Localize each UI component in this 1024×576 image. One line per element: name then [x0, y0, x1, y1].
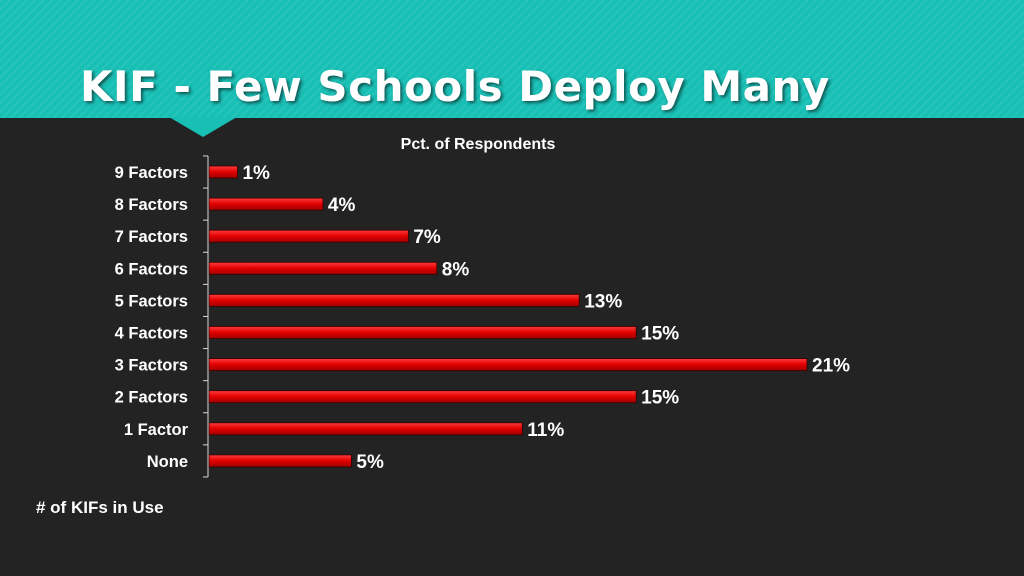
bar — [208, 293, 580, 307]
data-label: 7% — [413, 227, 441, 248]
category-label: 5 Factors — [115, 292, 188, 310]
bar — [208, 197, 324, 211]
category-label: None — [147, 453, 188, 471]
category-label: 3 Factors — [115, 357, 188, 375]
data-label: 11% — [527, 420, 564, 441]
bar — [208, 422, 523, 436]
bar — [208, 358, 808, 372]
header-notch — [169, 117, 237, 137]
data-label: 15% — [641, 324, 679, 345]
category-label: 8 Factors — [115, 196, 188, 214]
data-label: 13% — [584, 291, 622, 312]
data-label: 4% — [328, 195, 356, 216]
bar — [208, 261, 438, 275]
category-label: 9 Factors — [115, 164, 188, 182]
bar — [208, 326, 637, 339]
category-label: 1 Factor — [124, 421, 189, 439]
data-label: 5% — [356, 452, 384, 473]
data-label: 8% — [442, 259, 470, 280]
category-axis-title: # of KIFs in Use — [36, 498, 164, 517]
data-label: 1% — [242, 163, 270, 184]
bar — [208, 390, 637, 404]
slide-title: KIF - Few Schools Deploy Many — [80, 62, 830, 111]
slide-header — [0, 0, 1024, 118]
bar — [208, 165, 238, 179]
bar — [208, 454, 352, 468]
data-label: 15% — [641, 388, 679, 409]
category-label: 6 Factors — [115, 260, 188, 278]
bar — [208, 229, 409, 243]
category-label: 7 Factors — [115, 228, 188, 246]
category-label: 2 Factors — [115, 389, 188, 407]
category-label: 4 Factors — [115, 325, 188, 343]
chart-title: Pct. of Respondents — [400, 136, 556, 153]
data-label: 21% — [812, 356, 850, 377]
